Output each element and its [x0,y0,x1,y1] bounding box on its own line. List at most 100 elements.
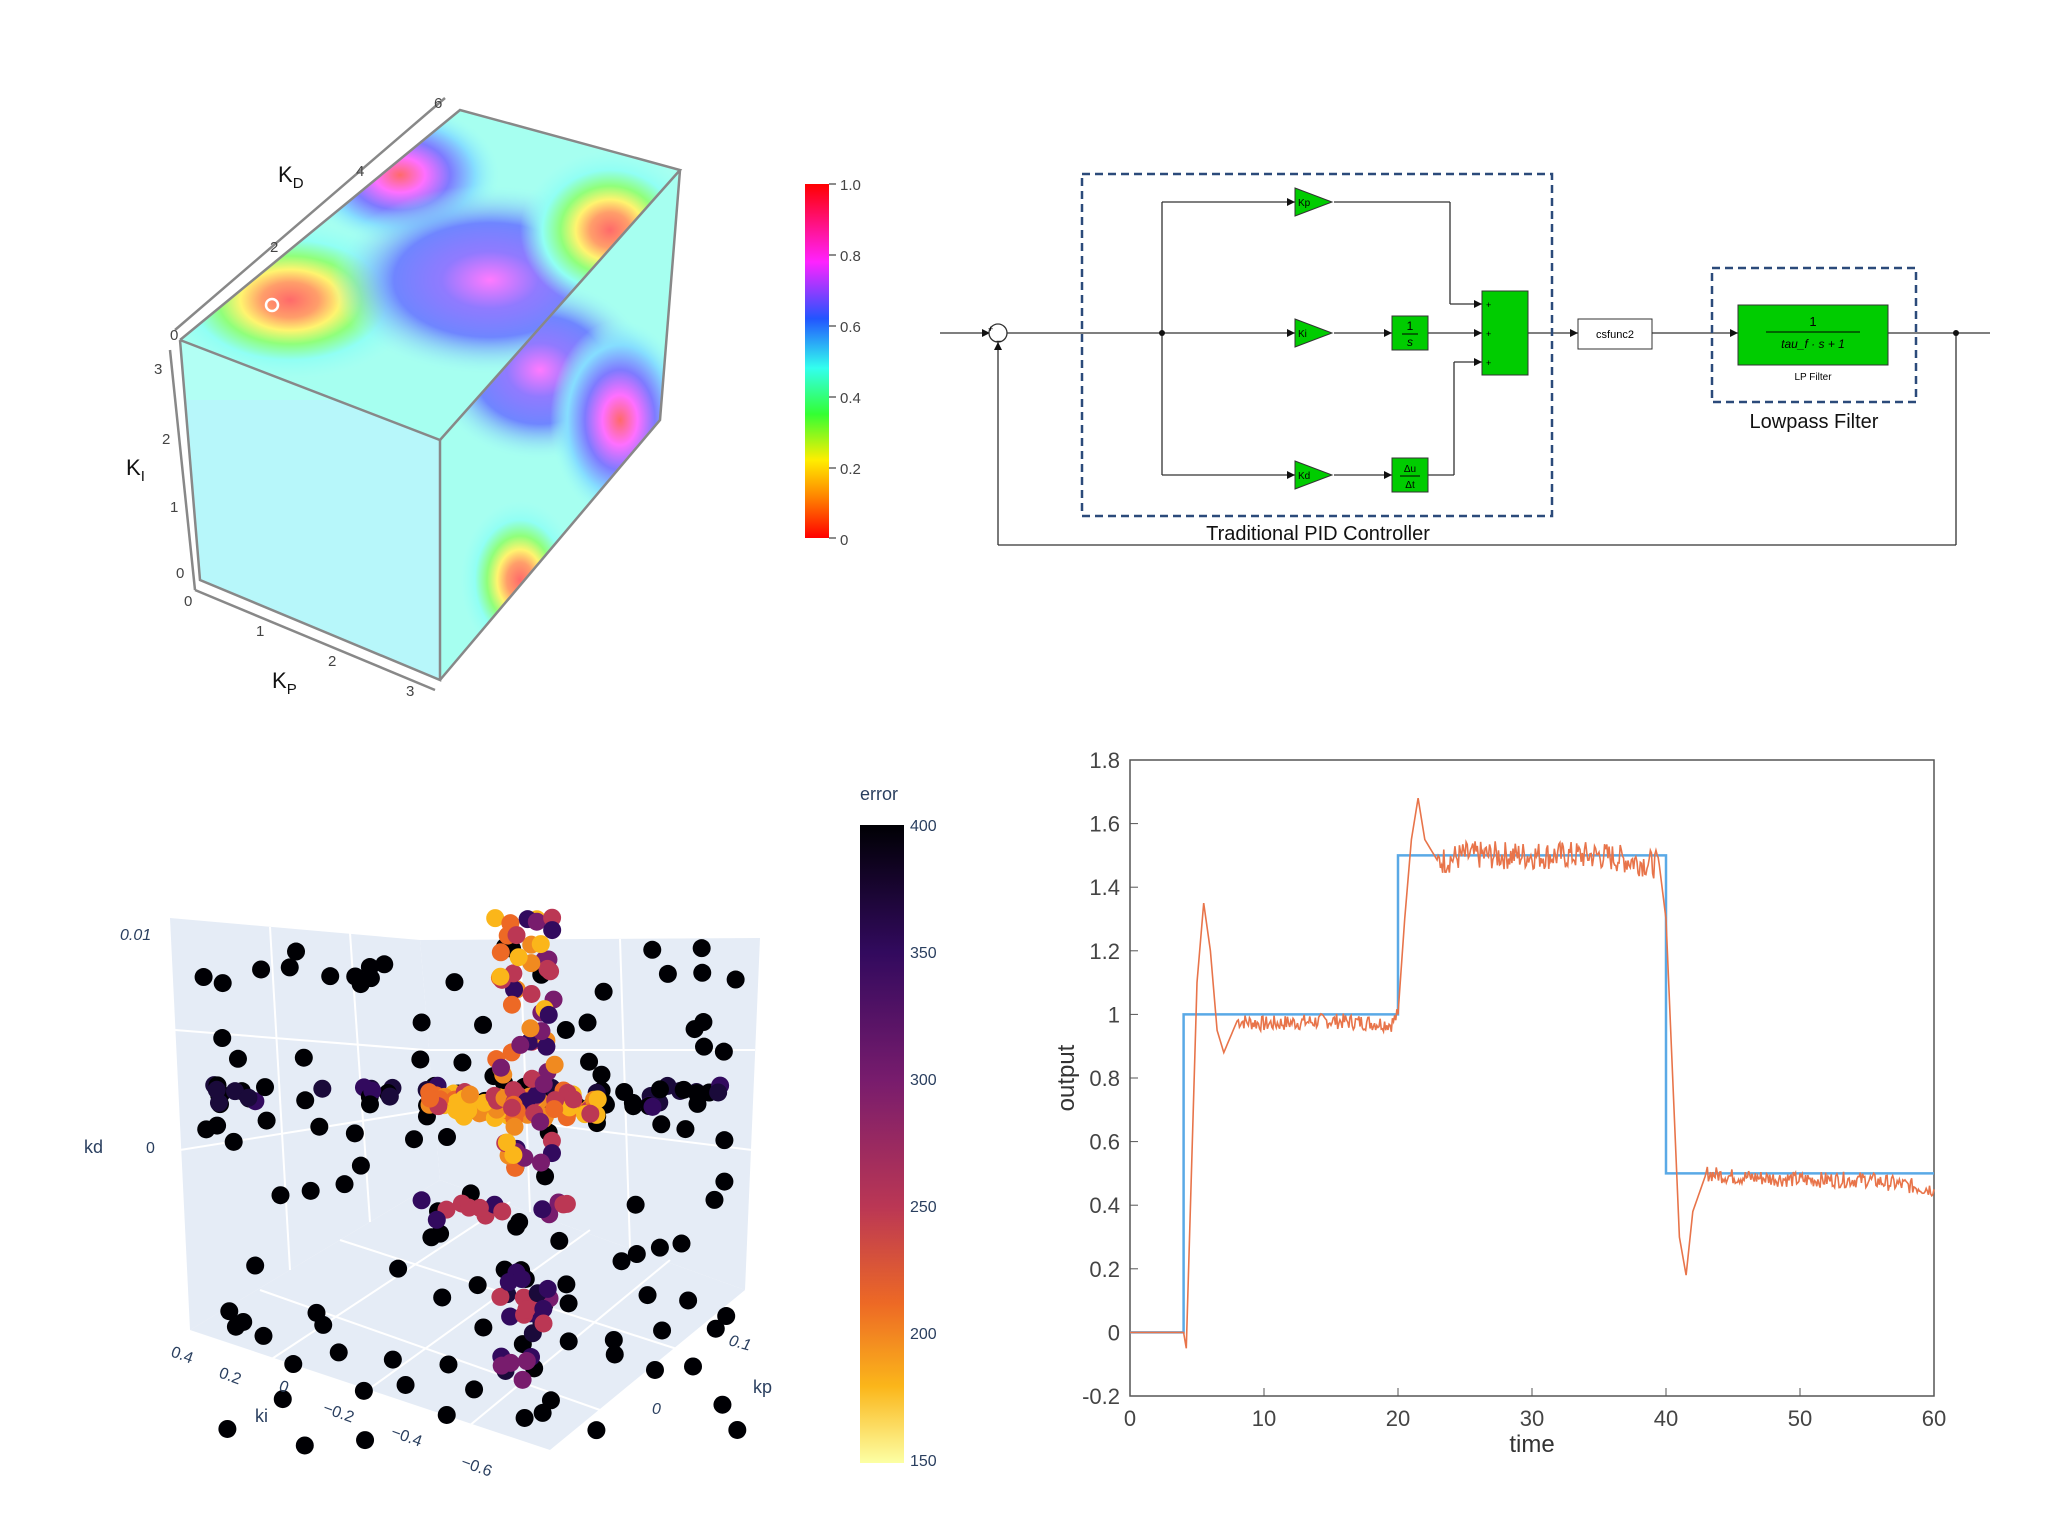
scatter-point [246,1256,265,1275]
kp-ticks: 0 1 2 3 [184,593,414,700]
csfunc2-block[interactable]: csfunc2 [1577,318,1653,350]
scatter-point [507,926,526,945]
scatter-point [439,1355,458,1374]
scatter-point [705,1190,724,1209]
scatter-point [652,1115,671,1134]
scatter-point [257,1111,276,1130]
scatter-point [643,940,662,959]
scatter-point [507,1217,526,1236]
scatter-point [531,935,550,954]
scatter-point [533,1403,552,1422]
scatter-point [684,1357,703,1376]
x-axis-label: time [1509,1431,1554,1458]
scatter-point [564,1090,583,1109]
scatter-point [513,1370,532,1389]
scatter-point [220,1302,239,1321]
scatter-point [536,1167,555,1186]
scatter-point [468,1276,487,1295]
scatter-point [256,1078,275,1097]
derivative-denominator: Δt [1405,480,1415,491]
feedback-sum-junction[interactable] [988,323,1008,343]
scatter-point [351,1156,370,1175]
scatter-point [301,1181,320,1200]
y-tick-label: 0.4 [1089,1193,1120,1218]
scatter-point [592,1065,611,1084]
scatter-point [225,1082,244,1101]
scatter-point [715,1172,734,1191]
ki-tick: 0 [176,565,184,582]
output-series-line [1130,798,1935,1349]
scatter-point [412,1191,431,1210]
scatter-kd-axis-label: kd [84,1137,103,1157]
x-tick-label: 0 [1124,1406,1136,1431]
scatter-point [360,1095,379,1114]
x-tick-label: 20 [1386,1406,1410,1431]
error-scatter3d: kd ki kp 0.01 0 0.4 0.2 0 −0.2 −0.4 −0.6… [84,784,937,1481]
scatter-point [295,1436,314,1455]
x-tick-label: 10 [1252,1406,1276,1431]
scatter-point [213,974,232,993]
integrator-numerator: 1 [1407,319,1414,333]
lp-block-label: LP Filter [1794,372,1832,383]
scatter-point [280,958,299,977]
scatter-point [550,1231,569,1250]
scatter-point [532,1153,551,1172]
pid-sum-block[interactable]: + + + [1481,290,1529,376]
scatter-point [360,958,379,977]
colorbar-tick: 1.0 [840,177,861,194]
scatter-point [527,912,546,931]
x-tick-label: 60 [1922,1406,1946,1431]
scatter-point [335,1175,354,1194]
scatter-colorbar [860,825,904,1463]
csfunc2-label: csfunc2 [1596,329,1634,341]
scatter-kd-tick: 0.01 [120,927,151,944]
scatter-point [296,1091,315,1110]
scatter-point [345,1124,364,1143]
y-tick-label: 0.6 [1089,1130,1120,1155]
lp-numerator: 1 [1809,314,1816,329]
scatter-point [531,1112,550,1131]
scatter-point [313,1079,332,1098]
gain-ki-block[interactable]: Ki [1294,318,1334,348]
x-tick-label: 50 [1788,1406,1812,1431]
ki-tick: 1 [170,499,178,516]
gain-kp-block[interactable]: Kp [1294,187,1334,217]
scatter-floor [190,1180,745,1450]
colorbar-tick: 0.6 [840,319,861,336]
colorbar-tick: 0 [840,532,848,549]
kp-axis-label: KP [272,668,297,698]
scatter-point [208,1116,227,1135]
scatter-point [517,1352,536,1371]
colorbar-tick: 0.8 [840,248,861,265]
gain-kd-block[interactable]: Kd [1294,460,1334,490]
scatter-point [503,1098,522,1117]
scatter-point [521,1019,540,1038]
scatter-points [194,908,747,1455]
scatter-point [491,1287,510,1306]
scatter-colorbar-tick: 250 [910,1199,937,1216]
integrator-block[interactable]: 1 s [1391,315,1429,351]
scatter-point [679,1291,698,1310]
axis-ticks: 0 10 20 30 40 50 60-0.200.20.40.60.811.21.41.6… [1082,748,1946,1431]
scatter-point [194,968,213,987]
scatter-point [460,1198,479,1217]
scatter-point [522,984,541,1003]
ki-ticks: 0 1 2 3 [154,361,184,582]
y-tick-label: 0.8 [1089,1066,1120,1091]
scatter-point [539,1005,558,1024]
kd-ticks: 0 2 4 6 [170,95,442,344]
scatter-point [612,1252,631,1271]
scatter-back-wall-left [170,918,440,1330]
cube-edges [168,97,683,692]
lp-filter-block[interactable]: 1 tau_f · s + 1 LP Filter [1737,304,1889,383]
scatter-point [207,1080,226,1099]
scatter-point [287,942,306,961]
derivative-block[interactable]: Δu Δt [1391,457,1429,493]
y-tick-label: 0 [1108,1320,1120,1345]
kp-tick: 1 [256,623,264,640]
scatter-point [459,1101,478,1120]
scatter-colorbar-tick: 350 [910,945,937,962]
kd-tick: 0 [170,327,178,344]
y-tick-label: 0.2 [1089,1257,1120,1282]
scatter-point [218,1419,237,1438]
